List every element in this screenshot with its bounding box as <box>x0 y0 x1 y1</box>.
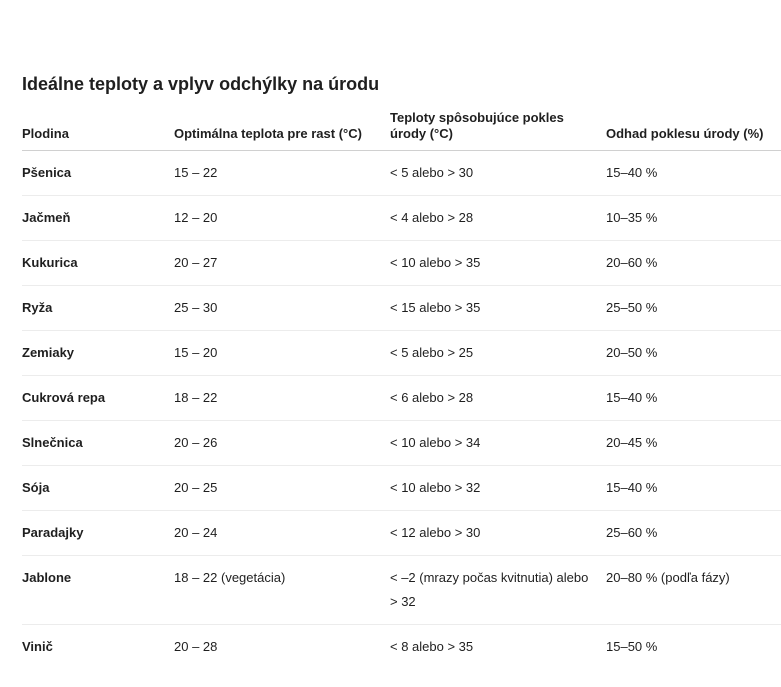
crop-name: Pšenica <box>22 150 174 196</box>
harmful-temperature: < 5 alebo > 30 <box>390 150 606 196</box>
crop-temperature-table: Plodina Optimálna teplota pre rast (°C) … <box>22 110 781 669</box>
optimal-temperature: 20 – 24 <box>174 510 390 556</box>
table-row: Sója 20 – 25 < 10 alebo > 32 15–40 % <box>22 465 781 511</box>
crop-name: Zemiaky <box>22 330 174 376</box>
harmful-temperature: < –2 (mrazy počas kvitnutia) alebo > 32 <box>390 555 606 625</box>
header-harmful-temperature: Teploty spôsobujúce pokles úrody (°C) <box>390 110 606 151</box>
yield-loss: 20–50 % <box>606 330 781 376</box>
harmful-temperature: < 15 alebo > 35 <box>390 285 606 331</box>
crop-name: Slnečnica <box>22 420 174 466</box>
table-row: Jačmeň 12 – 20 < 4 alebo > 28 10–35 % <box>22 195 781 241</box>
yield-loss: 25–50 % <box>606 285 781 331</box>
header-yield-loss: Odhad poklesu úrody (%) <box>606 110 781 151</box>
crop-name: Cukrová repa <box>22 375 174 421</box>
table-row: Kukurica 20 – 27 < 10 alebo > 35 20–60 % <box>22 240 781 286</box>
yield-loss: 15–50 % <box>606 639 658 654</box>
harmful-temperature: < 10 alebo > 32 <box>390 465 606 511</box>
yield-loss: 15–40 % <box>606 375 781 421</box>
header-optimal-temperature: Optimálna teplota pre rast (°C) <box>174 110 390 151</box>
table-header-row: Plodina Optimálna teplota pre rast (°C) … <box>22 110 781 151</box>
harmful-temperature: < 4 alebo > 28 <box>390 195 606 241</box>
header-crop: Plodina <box>22 110 174 151</box>
yield-loss: 25–60 % <box>606 510 781 556</box>
table-row: Vinič 20 – 28 < 8 alebo > 35 15–50 % <box>22 625 781 670</box>
optimal-temperature: 20 – 28 <box>174 639 218 654</box>
harmful-temperature: < 12 alebo > 30 <box>390 510 606 556</box>
table-row: Zemiaky 15 – 20 < 5 alebo > 25 20–50 % <box>22 330 781 376</box>
yield-loss: 15–40 % <box>606 465 781 511</box>
table-row: Cukrová repa 18 – 22 < 6 alebo > 28 15–4… <box>22 375 781 421</box>
optimal-temperature: 15 – 20 <box>174 330 390 376</box>
harmful-temperature: < 10 alebo > 35 <box>390 240 606 286</box>
harmful-temperature: < 10 alebo > 34 <box>390 420 606 466</box>
crop-name: Vinič <box>22 639 53 654</box>
table-row: Paradajky 20 – 24 < 12 alebo > 30 25–60 … <box>22 510 781 556</box>
table-row: Jablone 18 – 22 (vegetácia) < –2 (mrazy … <box>22 555 781 625</box>
optimal-temperature: 12 – 20 <box>174 195 390 241</box>
optimal-temperature: 18 – 22 (vegetácia) <box>174 555 390 625</box>
yield-loss: 20–60 % <box>606 240 781 286</box>
optimal-temperature: 20 – 26 <box>174 420 390 466</box>
crop-name: Sója <box>22 465 174 511</box>
optimal-temperature: 25 – 30 <box>174 285 390 331</box>
optimal-temperature: 18 – 22 <box>174 375 390 421</box>
harmful-temperature: < 6 alebo > 28 <box>390 375 606 421</box>
optimal-temperature: 20 – 27 <box>174 240 390 286</box>
crop-name: Jačmeň <box>22 195 174 241</box>
optimal-temperature: 20 – 25 <box>174 465 390 511</box>
table-row: Ryža 25 – 30 < 15 alebo > 35 25–50 % <box>22 285 781 331</box>
yield-loss: 20–45 % <box>606 420 781 466</box>
document-content: Ideálne teploty a vplyv odchýlky na úrod… <box>22 72 781 669</box>
harmful-temperature: < 5 alebo > 25 <box>390 330 606 376</box>
yield-loss: 15–40 % <box>606 150 781 196</box>
crop-name: Jablone <box>22 555 174 625</box>
crop-name: Kukurica <box>22 240 174 286</box>
harmful-temperature: < 8 alebo > 35 <box>390 639 474 654</box>
table-row: Slnečnica 20 – 26 < 10 alebo > 34 20–45 … <box>22 420 781 466</box>
crop-name: Paradajky <box>22 510 174 556</box>
optimal-temperature: 15 – 22 <box>174 150 390 196</box>
table-row: Pšenica 15 – 22 < 5 alebo > 30 15–40 % <box>22 150 781 196</box>
yield-loss: 10–35 % <box>606 195 781 241</box>
crop-name: Ryža <box>22 285 174 331</box>
yield-loss: 20–80 % (podľa fázy) <box>606 555 781 625</box>
table-title: Ideálne teploty a vplyv odchýlky na úrod… <box>22 74 380 94</box>
